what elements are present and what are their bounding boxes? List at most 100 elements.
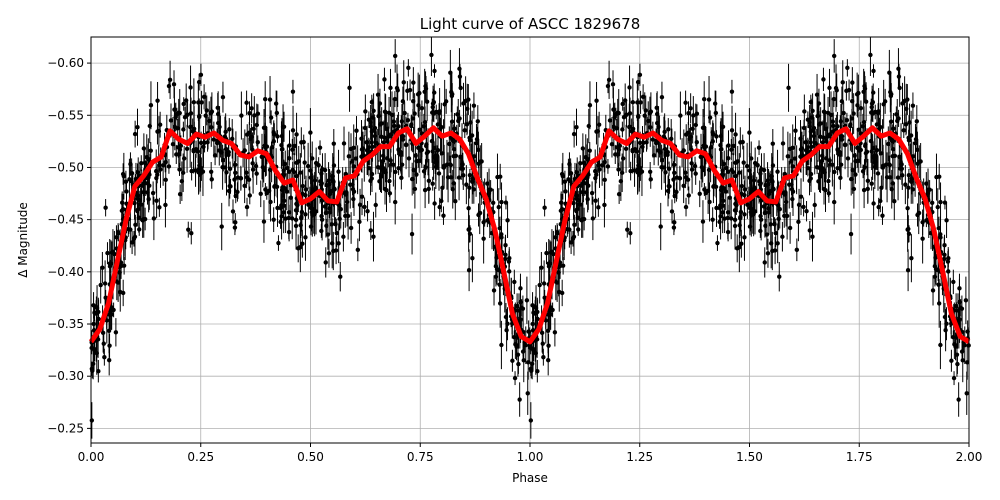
- point-marker: [467, 173, 473, 178]
- point-marker: [535, 369, 540, 374]
- point-marker: [276, 240, 281, 246]
- point-marker: [403, 142, 409, 147]
- data-point: [562, 170, 568, 193]
- point-marker: [391, 129, 397, 134]
- data-point: [197, 98, 202, 134]
- point-marker: [821, 186, 827, 192]
- data-point: [784, 192, 790, 240]
- point-marker: [648, 177, 653, 182]
- point-marker: [580, 216, 585, 222]
- data-point: [94, 285, 100, 331]
- data-point: [896, 48, 901, 90]
- point-marker: [496, 267, 502, 273]
- point-marker: [830, 119, 836, 124]
- point-marker: [726, 143, 731, 148]
- point-marker: [128, 227, 133, 232]
- data-point: [107, 333, 112, 358]
- point-marker: [552, 330, 558, 335]
- data-point: [827, 68, 832, 107]
- point-marker: [178, 143, 184, 149]
- point-marker: [258, 191, 263, 197]
- data-point: [395, 73, 400, 107]
- point-marker: [146, 175, 151, 180]
- point-marker: [930, 288, 936, 293]
- data-point: [924, 172, 929, 196]
- point-marker: [715, 240, 720, 246]
- point-marker: [642, 113, 647, 118]
- point-marker: [396, 166, 401, 171]
- point-marker: [710, 139, 715, 144]
- data-point: [672, 213, 677, 232]
- point-marker: [409, 231, 415, 237]
- point-marker: [886, 141, 891, 147]
- point-marker: [230, 209, 236, 214]
- point-marker: [729, 216, 734, 221]
- point-marker: [279, 203, 284, 208]
- data-point: [871, 64, 876, 78]
- point-marker: [305, 163, 311, 169]
- data-point: [139, 155, 144, 172]
- point-marker: [259, 154, 265, 160]
- data-point: [196, 73, 202, 91]
- point-marker: [103, 205, 108, 210]
- point-marker: [419, 147, 425, 153]
- data-point: [155, 81, 160, 120]
- point-marker: [637, 140, 643, 146]
- data-point: [514, 332, 519, 361]
- data-point: [780, 221, 785, 252]
- point-marker: [226, 188, 232, 194]
- point-marker: [253, 163, 259, 169]
- point-marker: [493, 274, 499, 279]
- data-point: [441, 206, 446, 225]
- point-marker: [392, 53, 398, 59]
- point-marker: [432, 90, 437, 95]
- point-marker: [794, 247, 800, 253]
- data-point: [203, 92, 208, 140]
- data-point: [620, 121, 625, 138]
- point-marker: [683, 100, 688, 105]
- point-marker: [842, 142, 848, 147]
- data-point: [485, 172, 490, 196]
- data-point: [690, 114, 695, 144]
- data-point: [476, 131, 481, 169]
- data-point: [267, 75, 273, 124]
- point-marker: [359, 147, 365, 152]
- point-marker: [658, 224, 663, 229]
- data-point: [710, 120, 715, 163]
- data-point: [706, 75, 712, 124]
- point-marker: [247, 130, 252, 135]
- point-marker: [861, 187, 867, 193]
- point-marker: [607, 118, 613, 123]
- point-marker: [622, 98, 628, 103]
- point-marker: [301, 139, 306, 145]
- data-point: [189, 161, 194, 181]
- data-point: [199, 90, 204, 114]
- data-point: [764, 219, 770, 250]
- point-marker: [639, 169, 645, 174]
- point-marker: [436, 171, 442, 176]
- point-marker: [593, 198, 598, 203]
- data-point: [635, 73, 641, 91]
- point-marker: [196, 79, 202, 85]
- point-marker: [137, 227, 142, 232]
- point-marker: [337, 216, 342, 221]
- data-point: [888, 71, 893, 113]
- point-marker: [244, 204, 250, 210]
- point-marker: [286, 169, 292, 174]
- data-point: [803, 125, 809, 175]
- data-point: [512, 269, 517, 295]
- point-marker: [659, 94, 665, 100]
- data-point: [541, 348, 546, 366]
- point-marker: [541, 354, 546, 360]
- data-point: [362, 197, 367, 217]
- point-marker: [816, 101, 822, 106]
- point-marker: [814, 92, 820, 97]
- point-marker: [300, 241, 305, 246]
- point-marker: [377, 101, 383, 106]
- point-marker: [363, 109, 368, 114]
- point-marker: [429, 52, 434, 58]
- data-point: [439, 137, 445, 169]
- data-point: [412, 169, 418, 209]
- point-marker: [587, 103, 593, 108]
- point-marker: [689, 167, 695, 172]
